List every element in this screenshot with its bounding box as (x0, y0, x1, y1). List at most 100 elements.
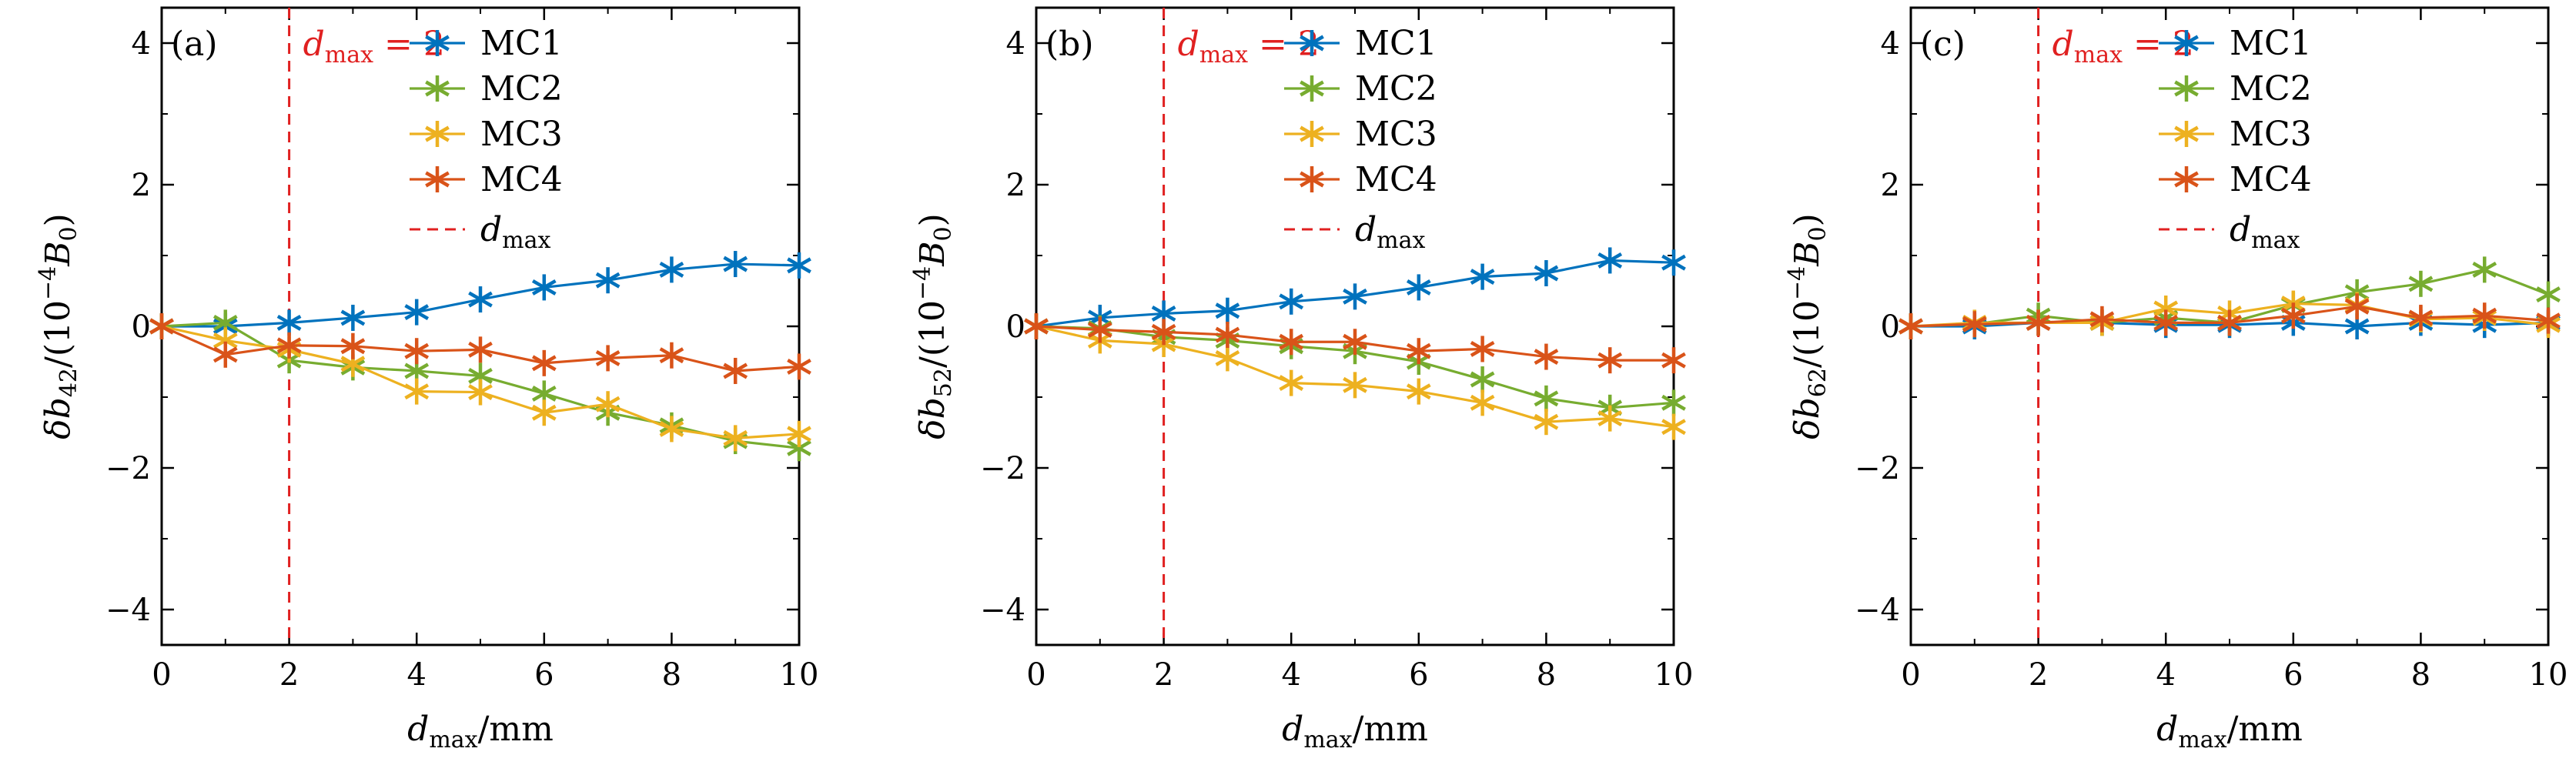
data-point (723, 425, 748, 452)
legend-item-dmax: dmax (1284, 210, 1426, 254)
data-point (2536, 307, 2561, 334)
legend-item: MC1 (2159, 24, 2312, 63)
y-axis-title: δb62/(10−4B0) (1784, 213, 1832, 439)
data-point (1406, 378, 1431, 405)
data-point (1215, 297, 1240, 324)
legend-marker (2174, 166, 2199, 192)
legend-label: MC4 (2230, 160, 2312, 199)
legend-marker (2174, 121, 2199, 147)
x-tick-label: 6 (2283, 657, 2303, 693)
data-point (787, 353, 811, 380)
series-MC1 (149, 251, 811, 339)
legend-marker (2174, 30, 2199, 56)
data-point (595, 267, 621, 294)
data-point (2280, 302, 2306, 329)
data-point (1470, 263, 1495, 290)
data-point (340, 304, 366, 331)
data-point (595, 391, 621, 418)
data-point (1470, 366, 1495, 393)
data-point (1534, 260, 1559, 286)
legend-label: MC4 (480, 160, 563, 199)
panel-label: (b) (1045, 25, 1094, 64)
data-point (659, 342, 684, 369)
legend-marker (425, 166, 450, 192)
data-point (1343, 372, 1367, 399)
dmax-annotation: dmax = 2 (303, 25, 445, 68)
data-point (2344, 293, 2370, 320)
data-point (1899, 313, 1923, 339)
data-point (1343, 329, 1367, 356)
y-tick-label: −4 (105, 593, 151, 628)
series-MC4 (1899, 293, 2561, 339)
legend: MC1 MC2 MC3 MC4 dmax (410, 24, 563, 254)
legend-label: MC3 (480, 115, 563, 154)
data-point (659, 416, 684, 443)
data-point (1215, 345, 1240, 372)
data-point (1279, 369, 1304, 396)
data-point (2536, 281, 2561, 308)
data-point (1087, 316, 1112, 343)
data-point (1597, 247, 1623, 274)
data-point (659, 256, 684, 283)
x-tick-label: 10 (2529, 657, 2568, 693)
series-MC1 (1024, 247, 1686, 339)
data-point (468, 336, 493, 363)
y-tick-label: 2 (1881, 168, 1900, 203)
data-point (2472, 256, 2497, 283)
data-point (2153, 309, 2179, 336)
data-point (1597, 347, 1623, 374)
x-axis-title: dmax/mm (2156, 710, 2303, 753)
data-point (787, 252, 811, 279)
data-point (1279, 329, 1304, 356)
data-point (2217, 309, 2242, 336)
data-point (1534, 343, 1559, 370)
y-axis-title: δb42/(10−4B0) (35, 213, 82, 439)
x-tick-label: 2 (1154, 657, 1173, 693)
legend-item-dmax: dmax (410, 210, 551, 254)
legend-label: dmax (480, 210, 551, 254)
data-point (787, 420, 811, 447)
data-point (1406, 338, 1431, 365)
legend-item: MC2 (410, 69, 563, 109)
series-MC4 (1024, 313, 1686, 374)
data-point (404, 299, 430, 326)
dmax-annotation: dmax = 2 (1178, 25, 1320, 68)
data-point (1962, 311, 1987, 338)
legend-label: MC2 (480, 69, 563, 109)
y-tick-label: −4 (1855, 593, 1900, 628)
x-tick-label: 2 (2029, 657, 2048, 693)
y-tick-label: −2 (105, 451, 151, 486)
dmax-annotation: dmax = 2 (2052, 25, 2194, 68)
x-axis-title: dmax/mm (1282, 710, 1428, 753)
y-tick-label: 4 (132, 26, 151, 62)
x-tick-label: 8 (662, 657, 681, 693)
legend-marker (1300, 30, 1324, 56)
data-point (1661, 347, 1686, 374)
legend-item: MC2 (2159, 69, 2312, 109)
data-point (468, 286, 493, 313)
data-point (404, 338, 430, 365)
panel-label: (c) (1920, 25, 1965, 64)
x-tick-label: 2 (279, 657, 299, 693)
x-tick-label: 8 (1537, 657, 1556, 693)
x-tick-label: 4 (2156, 657, 2175, 693)
legend-marker (1300, 166, 1324, 192)
data-point (2089, 306, 2115, 332)
data-point (1343, 283, 1367, 310)
legend: MC1 MC2 MC3 MC4 dmax (1284, 24, 1437, 254)
legend-item: MC3 (1284, 115, 1437, 154)
legend-label: MC1 (480, 24, 563, 63)
legend-marker (1300, 75, 1324, 102)
data-point (1151, 319, 1176, 346)
data-point (1534, 385, 1559, 412)
legend-item: MC4 (410, 160, 563, 199)
legend-label: dmax (1355, 210, 1426, 254)
legend: MC1 MC2 MC3 MC4 dmax (2159, 24, 2312, 254)
data-point (595, 345, 621, 372)
x-axis-title: dmax/mm (407, 710, 554, 753)
x-tick-label: 10 (780, 657, 819, 693)
data-point (212, 341, 238, 368)
y-tick-label: 2 (1006, 168, 1025, 203)
y-axis-title: δb52/(10−4B0) (909, 213, 957, 439)
data-point (531, 399, 557, 426)
